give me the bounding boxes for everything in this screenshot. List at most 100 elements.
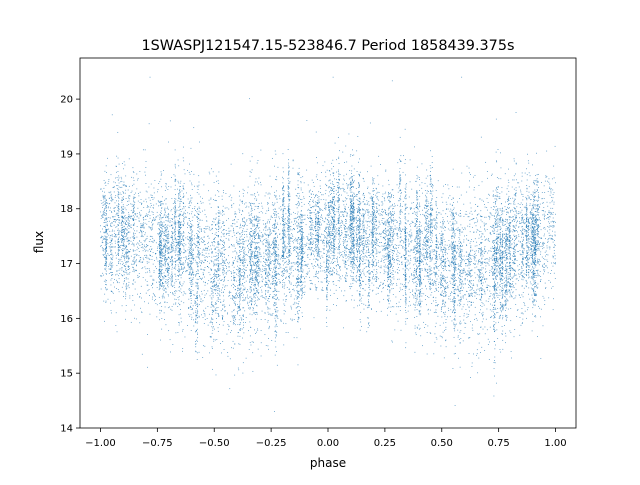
data-point <box>417 233 418 235</box>
data-point <box>122 255 124 256</box>
data-point <box>103 248 105 250</box>
data-point <box>289 209 291 210</box>
data-point <box>515 217 517 219</box>
data-point <box>174 266 176 268</box>
data-point <box>182 213 184 215</box>
data-point <box>213 289 215 291</box>
data-point <box>105 259 107 261</box>
data-point <box>526 252 528 254</box>
data-point <box>274 276 276 278</box>
data-point <box>514 269 516 271</box>
data-point <box>250 241 252 243</box>
data-point <box>435 288 437 290</box>
data-point <box>351 155 353 156</box>
data-point <box>372 233 374 235</box>
data-point <box>492 254 494 256</box>
data-point <box>528 277 529 279</box>
data-point <box>510 259 512 261</box>
data-point <box>515 218 517 219</box>
data-point <box>118 253 119 254</box>
data-point <box>301 256 302 258</box>
data-point <box>178 290 180 291</box>
data-point <box>373 206 375 208</box>
data-point <box>298 231 300 232</box>
data-point <box>249 223 251 224</box>
data-point <box>125 247 127 248</box>
data-point <box>297 269 299 270</box>
data-point <box>502 234 504 236</box>
data-point <box>127 278 129 280</box>
data-point <box>273 260 275 262</box>
data-point <box>430 227 432 229</box>
data-point <box>436 268 438 269</box>
data-point <box>243 195 244 197</box>
data-point <box>430 274 431 275</box>
data-point <box>265 285 266 287</box>
data-point <box>445 346 447 348</box>
data-point <box>416 213 418 215</box>
data-point <box>300 276 302 278</box>
data-point <box>111 278 113 279</box>
data-point <box>504 270 506 272</box>
data-point <box>493 279 494 280</box>
data-point <box>526 217 528 219</box>
data-point <box>351 183 353 184</box>
data-point <box>175 178 176 180</box>
data-point <box>414 325 416 327</box>
data-point <box>508 216 510 218</box>
data-point <box>329 242 330 243</box>
data-point <box>298 293 300 295</box>
data-point <box>441 240 442 242</box>
data-point <box>183 169 185 171</box>
data-point <box>249 313 251 315</box>
data-point <box>164 250 166 252</box>
data-point <box>526 174 528 176</box>
data-point <box>287 206 289 208</box>
data-point <box>532 220 534 222</box>
data-point <box>350 216 352 218</box>
data-point <box>357 271 358 272</box>
data-point <box>269 232 271 234</box>
data-point <box>338 247 339 249</box>
data-point <box>118 241 120 242</box>
data-point <box>495 265 497 267</box>
data-point <box>481 221 483 223</box>
data-point <box>514 263 515 264</box>
data-point <box>368 240 370 242</box>
data-point <box>497 238 499 239</box>
data-point <box>239 280 241 282</box>
data-point <box>419 262 420 264</box>
data-point <box>175 248 176 250</box>
data-point <box>250 228 252 230</box>
data-point <box>326 265 327 267</box>
data-point <box>338 176 340 177</box>
data-point <box>526 221 528 223</box>
data-point <box>352 229 354 230</box>
data-point <box>481 252 483 253</box>
data-point <box>452 275 454 277</box>
data-point <box>532 223 534 224</box>
data-point <box>494 257 496 259</box>
data-point <box>419 298 421 300</box>
data-point <box>453 293 455 294</box>
data-point <box>500 167 502 169</box>
data-point <box>338 241 340 243</box>
data-point <box>431 167 433 168</box>
data-point <box>444 226 445 228</box>
data-point <box>182 206 184 207</box>
data-point <box>509 242 511 244</box>
data-point <box>419 237 421 239</box>
data-point <box>239 309 241 311</box>
data-point <box>288 234 289 236</box>
data-point <box>497 186 499 188</box>
data-point <box>268 241 270 243</box>
data-point <box>351 191 353 193</box>
data-point <box>298 278 299 280</box>
data-point <box>288 217 289 219</box>
data-point <box>461 254 462 256</box>
data-point <box>298 284 300 286</box>
data-point <box>181 265 182 267</box>
data-point <box>178 239 180 240</box>
data-point <box>526 188 528 190</box>
data-point <box>276 255 278 257</box>
